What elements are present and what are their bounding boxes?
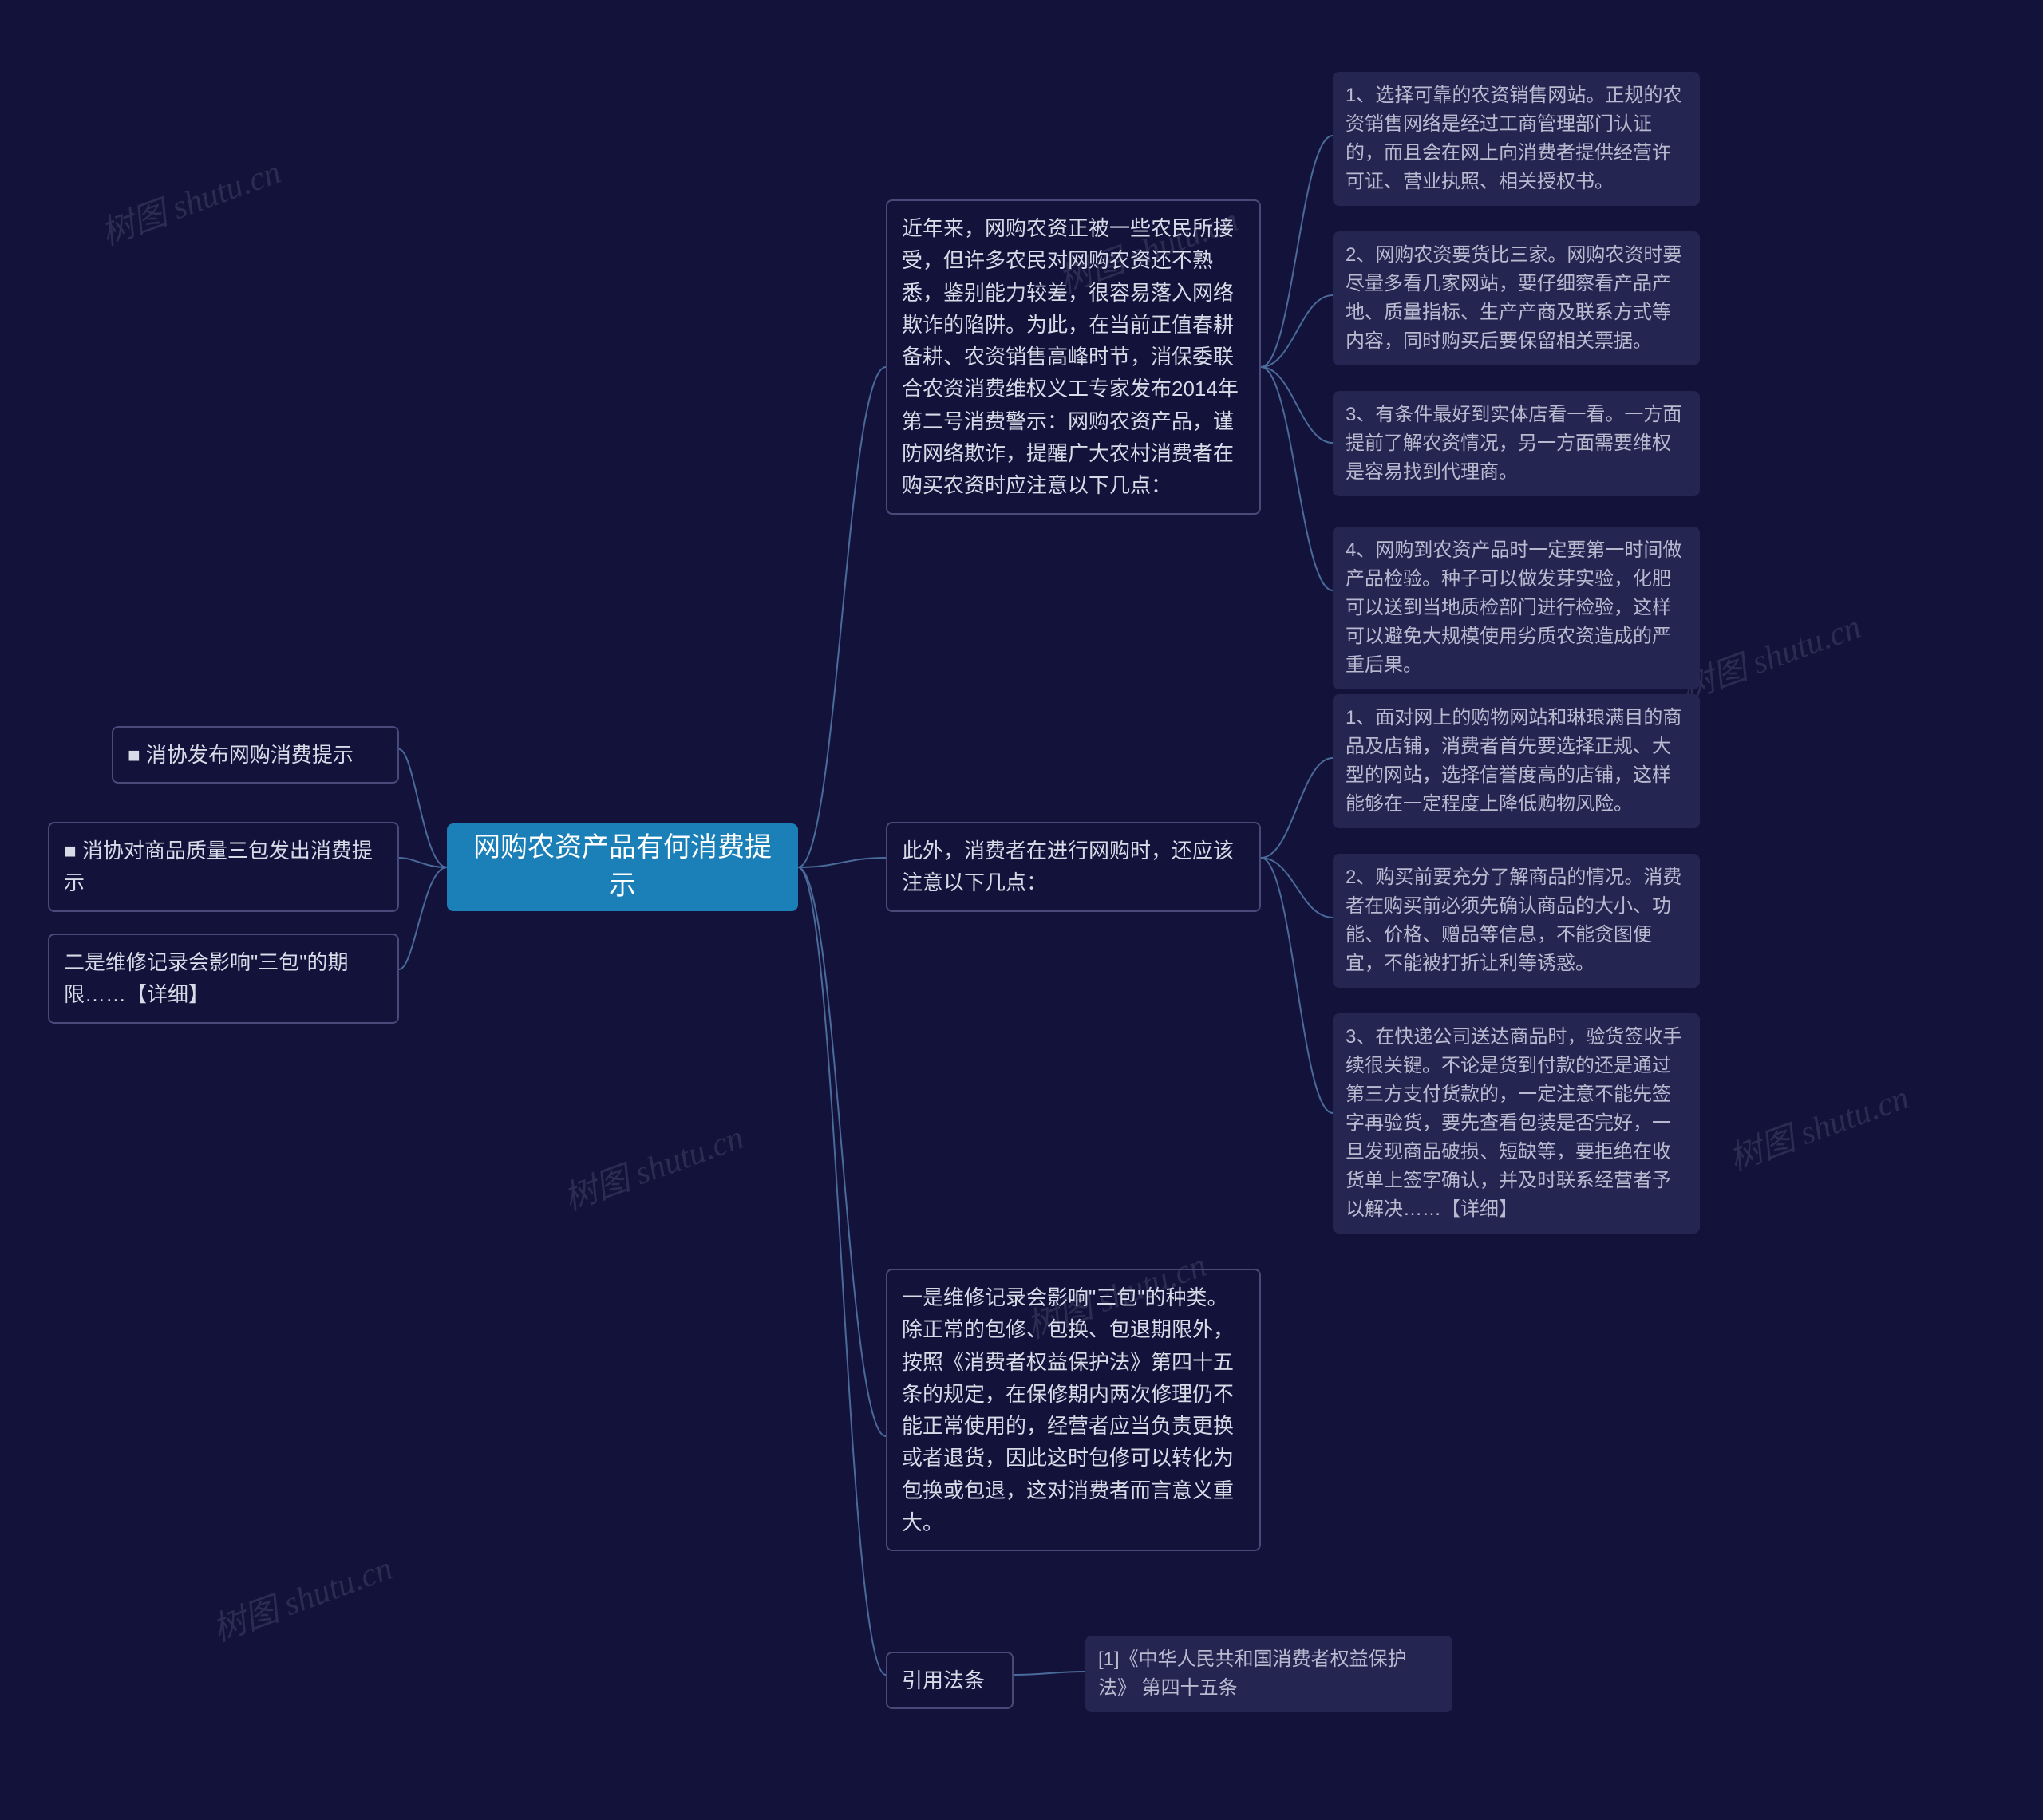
right-node-intro[interactable]: 近年来，网购农资正被一些农民所接受，但许多农民对网购农资还不熟悉，鉴别能力较差，…	[886, 199, 1261, 515]
node-text: 引用法条	[902, 1668, 985, 1692]
node-text: 3、有条件最好到实体店看一看。一方面提前了解农资情况，另一方面需要维权是容易找到…	[1346, 404, 1681, 483]
node-text: 1、选择可靠的农资销售网站。正规的农资销售网络是经过工商管理部门认证的，而且会在…	[1346, 85, 1681, 192]
watermark: 树图 shutu.cn	[1674, 600, 1867, 710]
node-text: ■ 消协发布网购消费提示	[128, 743, 354, 767]
node-text: 二是维修记录会影响"三包"的期限……【详细】	[64, 950, 348, 1006]
node-text: 2、购买前要充分了解商品的情况。消费者在购买前必须先确认商品的大小、功能、价格、…	[1346, 867, 1681, 974]
node-text: 1、面对网上的购物网站和琳琅满目的商品及店铺，消费者首先要选择正规、大型的网站，…	[1346, 707, 1681, 815]
leaf-node-r1a[interactable]: 1、选择可靠的农资销售网站。正规的农资销售网络是经过工商管理部门认证的，而且会在…	[1333, 72, 1700, 206]
leaf-node-r1d[interactable]: 4、网购到农资产品时一定要第一时间做产品检验。种子可以做发芽实验，化肥可以送到当…	[1333, 527, 1700, 689]
node-text: ■ 消协对商品质量三包发出消费提示	[64, 839, 373, 894]
node-text: 3、在快递公司送达商品时，验货签收手续很关键。不论是货到付款的还是通过第三方支付…	[1346, 1026, 1681, 1220]
node-text: 近年来，网购农资正被一些农民所接受，但许多农民对网购农资还不熟悉，鉴别能力较差，…	[902, 216, 1239, 497]
left-node-consumer-tips[interactable]: ■ 消协发布网购消费提示	[112, 726, 399, 784]
leaf-node-r2c[interactable]: 3、在快递公司送达商品时，验货签收手续很关键。不论是货到付款的还是通过第三方支付…	[1333, 1013, 1700, 1234]
node-text: 此外，消费者在进行网购时，还应该注意以下几点：	[902, 839, 1234, 894]
node-text: 一是维修记录会影响"三包"的种类。除正常的包修、包换、包退期限外，按照《消费者权…	[902, 1285, 1234, 1534]
leaf-node-r2a[interactable]: 1、面对网上的购物网站和琳琅满目的商品及店铺，消费者首先要选择正规、大型的网站，…	[1333, 694, 1700, 828]
node-text: 4、网购到农资产品时一定要第一时间做产品检验。种子可以做发芽实验，化肥可以送到当…	[1346, 539, 1681, 676]
root-node[interactable]: 网购农资产品有何消费提示	[447, 823, 798, 911]
right-node-repair-type[interactable]: 一是维修记录会影响"三包"的种类。除正常的包修、包换、包退期限外，按照《消费者权…	[886, 1269, 1261, 1551]
leaf-node-r2b[interactable]: 2、购买前要充分了解商品的情况。消费者在购买前必须先确认商品的大小、功能、价格、…	[1333, 854, 1700, 988]
leaf-node-r1c[interactable]: 3、有条件最好到实体店看一看。一方面提前了解农资情况，另一方面需要维权是容易找到…	[1333, 391, 1700, 496]
node-text: 2、网购农资要货比三家。网购农资时要尽量多看几家网站，要仔细察看产品产地、质量指…	[1346, 244, 1681, 352]
watermark: 树图 shutu.cn	[1721, 1071, 1915, 1181]
watermark: 树图 shutu.cn	[93, 145, 286, 255]
left-node-quality-tips[interactable]: ■ 消协对商品质量三包发出消费提示	[48, 822, 399, 912]
right-node-additional[interactable]: 此外，消费者在进行网购时，还应该注意以下几点：	[886, 822, 1261, 912]
right-node-law-ref[interactable]: 引用法条	[886, 1652, 1014, 1709]
leaf-node-r4a[interactable]: [1]《中华人民共和国消费者权益保护法》 第四十五条	[1085, 1636, 1452, 1712]
node-text: [1]《中华人民共和国消费者权益保护法》 第四十五条	[1098, 1648, 1407, 1699]
root-text: 网购农资产品有何消费提示	[461, 829, 784, 905]
watermark: 树图 shutu.cn	[205, 1542, 398, 1652]
watermark: 树图 shutu.cn	[556, 1111, 749, 1221]
left-node-repair-record[interactable]: 二是维修记录会影响"三包"的期限……【详细】	[48, 934, 399, 1024]
leaf-node-r1b[interactable]: 2、网购农资要货比三家。网购农资时要尽量多看几家网站，要仔细察看产品产地、质量指…	[1333, 231, 1700, 365]
